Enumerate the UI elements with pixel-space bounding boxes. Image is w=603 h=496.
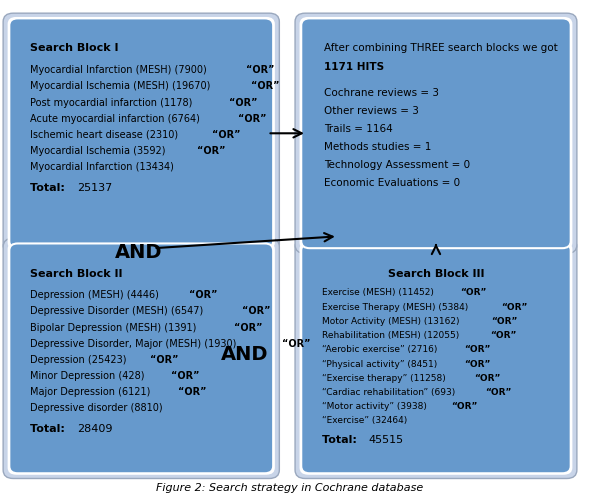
Text: Post myocardial infarction (1178): Post myocardial infarction (1178) xyxy=(30,98,195,108)
Text: Myocardial Ischemia (MESH) (19670): Myocardial Ischemia (MESH) (19670) xyxy=(30,81,213,91)
Text: “OR”: “OR” xyxy=(246,65,274,75)
Text: Total:: Total: xyxy=(322,435,361,445)
Text: Depressive Disorder, Major (MESH) (1930): Depressive Disorder, Major (MESH) (1930) xyxy=(30,339,239,349)
Text: Total:: Total: xyxy=(30,183,69,193)
Text: “OR”: “OR” xyxy=(464,360,490,369)
FancyBboxPatch shape xyxy=(300,242,572,475)
Text: Exercise Therapy (MESH) (5384): Exercise Therapy (MESH) (5384) xyxy=(322,303,471,311)
Text: Myocardial Ischemia (3592): Myocardial Ischemia (3592) xyxy=(30,146,169,156)
Text: Depression (25423): Depression (25423) xyxy=(30,355,130,365)
Text: 28409: 28409 xyxy=(77,424,112,434)
Text: “OR”: “OR” xyxy=(501,303,528,311)
Text: Economic Evaluations = 0: Economic Evaluations = 0 xyxy=(324,178,460,187)
Text: Trails = 1164: Trails = 1164 xyxy=(324,124,393,133)
Text: 45515: 45515 xyxy=(368,435,403,445)
Text: “OR”: “OR” xyxy=(464,345,490,354)
FancyBboxPatch shape xyxy=(295,13,577,253)
Text: Major Depression (6121): Major Depression (6121) xyxy=(30,387,154,397)
Text: Cochrane reviews = 3: Cochrane reviews = 3 xyxy=(324,88,439,98)
Text: Methods studies = 1: Methods studies = 1 xyxy=(324,141,431,152)
Text: “Exercise” (32464): “Exercise” (32464) xyxy=(322,417,407,426)
Text: Other reviews = 3: Other reviews = 3 xyxy=(324,106,418,116)
Text: Bipolar Depression (MESH) (1391): Bipolar Depression (MESH) (1391) xyxy=(30,322,200,333)
Text: 1171 HITS: 1171 HITS xyxy=(324,62,384,71)
FancyBboxPatch shape xyxy=(302,18,570,248)
Text: Exercise (MESH) (11452): Exercise (MESH) (11452) xyxy=(322,289,437,298)
Text: “OR”: “OR” xyxy=(197,146,225,156)
Text: After combining THREE search blocks we got: After combining THREE search blocks we g… xyxy=(324,44,557,54)
Text: Acute myocardial infarction (6764): Acute myocardial infarction (6764) xyxy=(30,114,203,124)
Text: “OR”: “OR” xyxy=(150,355,178,365)
Text: “OR”: “OR” xyxy=(250,81,279,91)
Text: Ischemic heart disease (2310): Ischemic heart disease (2310) xyxy=(30,130,182,140)
Text: “OR”: “OR” xyxy=(212,130,240,140)
Text: “OR”: “OR” xyxy=(452,402,478,411)
FancyBboxPatch shape xyxy=(8,242,275,475)
Text: AND: AND xyxy=(221,345,269,365)
FancyBboxPatch shape xyxy=(9,244,273,473)
Text: Depressive Disorder (MESH) (6547): Depressive Disorder (MESH) (6547) xyxy=(30,307,206,316)
Text: “OR”: “OR” xyxy=(178,387,207,397)
Text: “OR”: “OR” xyxy=(282,339,311,349)
Text: Figure 2: Search strategy in Cochrane database: Figure 2: Search strategy in Cochrane da… xyxy=(156,483,424,493)
FancyBboxPatch shape xyxy=(8,17,275,249)
Text: “OR”: “OR” xyxy=(485,388,512,397)
Text: “Exercise therapy” (11258): “Exercise therapy” (11258) xyxy=(322,374,449,383)
FancyBboxPatch shape xyxy=(295,238,577,479)
Text: “OR”: “OR” xyxy=(171,371,200,381)
Text: “OR”: “OR” xyxy=(189,290,217,301)
FancyBboxPatch shape xyxy=(300,17,572,249)
Text: “Motor activity” (3938): “Motor activity” (3938) xyxy=(322,402,430,411)
Text: “Physical activity” (8451): “Physical activity” (8451) xyxy=(322,360,440,369)
Text: “OR”: “OR” xyxy=(242,307,271,316)
Text: Total:: Total: xyxy=(322,435,361,445)
Text: “OR”: “OR” xyxy=(460,289,486,298)
Text: Motor Activity (MESH) (13162): Motor Activity (MESH) (13162) xyxy=(322,317,463,326)
FancyBboxPatch shape xyxy=(3,13,279,253)
Text: Search Block III: Search Block III xyxy=(388,268,484,279)
Text: Technology Assessment = 0: Technology Assessment = 0 xyxy=(324,160,470,170)
Text: Search Block II: Search Block II xyxy=(30,268,122,279)
Text: “Aerobic exercise” (2716): “Aerobic exercise” (2716) xyxy=(322,345,440,354)
Text: Total:: Total: xyxy=(30,183,69,193)
Text: “OR”: “OR” xyxy=(234,322,262,333)
Text: AND: AND xyxy=(115,244,162,262)
Text: “OR”: “OR” xyxy=(238,114,267,124)
Text: “OR”: “OR” xyxy=(490,331,517,340)
Text: “OR”: “OR” xyxy=(229,98,257,108)
FancyBboxPatch shape xyxy=(9,18,273,248)
Text: “OR”: “OR” xyxy=(491,317,517,326)
Text: “OR”: “OR” xyxy=(474,374,500,383)
Text: Total:: Total: xyxy=(30,424,69,434)
Text: Minor Depression (428): Minor Depression (428) xyxy=(30,371,148,381)
Text: 25137: 25137 xyxy=(77,183,112,193)
Text: Rehabilitation (MESH) (12055): Rehabilitation (MESH) (12055) xyxy=(322,331,462,340)
Text: Search Block I: Search Block I xyxy=(30,44,119,54)
FancyBboxPatch shape xyxy=(302,244,570,473)
Text: Myocardial Infarction (13434): Myocardial Infarction (13434) xyxy=(30,162,174,172)
Text: Depression (MESH) (4446): Depression (MESH) (4446) xyxy=(30,290,162,301)
FancyBboxPatch shape xyxy=(3,238,279,479)
Text: Total:: Total: xyxy=(30,424,69,434)
Text: Depressive disorder (8810): Depressive disorder (8810) xyxy=(30,403,163,413)
Text: Myocardial Infarction (MESH) (7900): Myocardial Infarction (MESH) (7900) xyxy=(30,65,210,75)
Text: “Cardiac rehabilitation” (693): “Cardiac rehabilitation” (693) xyxy=(322,388,458,397)
